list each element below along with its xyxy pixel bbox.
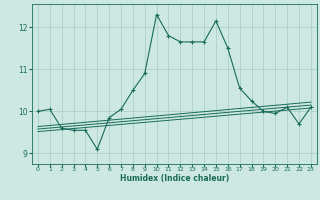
X-axis label: Humidex (Indice chaleur): Humidex (Indice chaleur) — [120, 174, 229, 183]
